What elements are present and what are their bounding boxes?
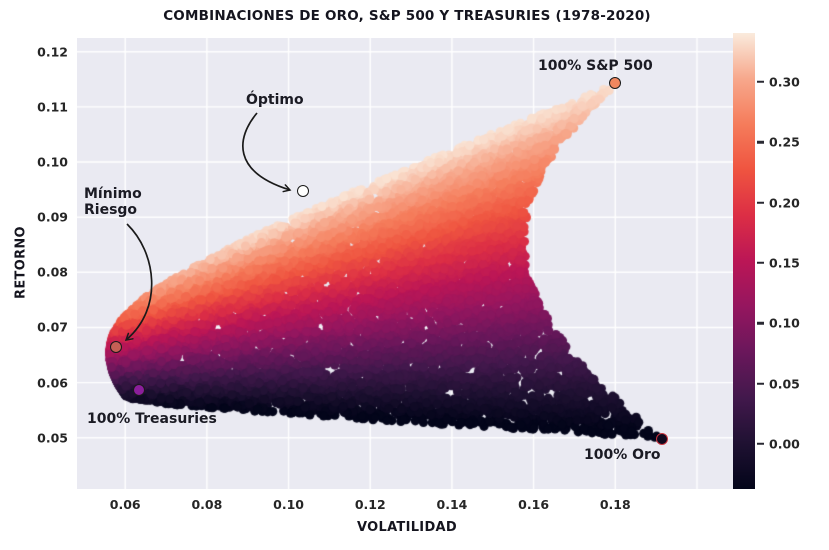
colorbar-tick-label-0.15: 0.15 [769,255,800,271]
y-tick-0.12: 0.12 [37,44,68,60]
colorbar-tick-0.10 [757,321,764,325]
optimo-annotation: Óptimo [246,92,304,108]
colorbar-tick-label-0.20: 0.20 [769,195,800,211]
colorbar-tick-0.15 [757,261,764,265]
marker-treasuries [133,384,146,397]
oro-annotation: 100% Oro [584,447,661,463]
colorbar-tick-0.25 [757,140,764,144]
y-tick-0.05: 0.05 [37,430,68,446]
marker-optimo [297,184,310,197]
marker-oro [656,433,669,446]
y-axis-label: RETORNO [13,226,29,299]
marker-sp500 [609,77,622,90]
y-tick-0.11: 0.11 [37,99,68,115]
x-tick-0.16: 0.16 [518,497,550,512]
y-tick-0.07: 0.07 [37,319,68,335]
colorbar-tick-label-0.00: 0.00 [769,436,800,452]
y-tick-0.06: 0.06 [37,375,68,391]
sp500-annotation: 100% S&P 500 [538,58,653,74]
colorbar [733,33,755,489]
colorbar-tick-label-0.30: 0.30 [769,74,800,90]
colorbar-tick-label-0.05: 0.05 [769,376,800,392]
x-tick-0.12: 0.12 [354,497,386,512]
minimo-riesgo-annotation: Mínimo Riesgo [84,186,142,218]
plot-area [77,38,737,489]
x-tick-0.14: 0.14 [436,497,468,512]
colorbar-tick-label-0.25: 0.25 [769,134,800,150]
x-tick-0.18: 0.18 [599,497,631,512]
x-tick-0.06: 0.06 [109,497,141,512]
y-tick-0.09: 0.09 [37,209,68,225]
colorbar-tick-0.05 [757,382,764,385]
x-axis-label: VOLATILIDAD [357,520,457,535]
scatter-canvas [77,38,737,489]
x-tick-0.10: 0.10 [273,497,304,512]
x-tick-0.08: 0.08 [191,497,223,512]
colorbar-tick-0.00 [757,442,764,446]
treasuries-annotation: 100% Treasuries [87,411,217,427]
y-tick-0.08: 0.08 [37,264,68,280]
colorbar-tick-label-0.10: 0.10 [769,315,800,331]
y-tick-0.10: 0.10 [37,154,68,170]
colorbar-tick-0.30 [757,80,764,84]
chart-title: COMBINACIONES DE ORO, S&P 500 Y TREASURI… [163,8,651,24]
marker-minimo [110,341,123,354]
colorbar-tick-0.20 [757,201,764,204]
